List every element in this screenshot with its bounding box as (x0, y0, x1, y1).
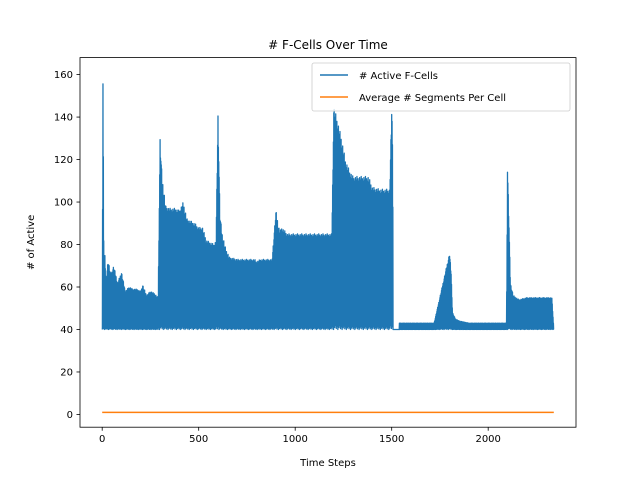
x-axis-label: Time Steps (299, 458, 356, 469)
x-tick-label: 0 (99, 434, 105, 445)
y-tick-label: 20 (60, 367, 73, 378)
x-tick-label: 2000 (475, 434, 500, 445)
chart-title: # F-Cells Over Time (268, 38, 388, 52)
y-axis-label: # of Active (26, 215, 37, 270)
x-tick-label: 1500 (379, 434, 404, 445)
y-tick-label: 60 (60, 283, 73, 294)
y-tick-label: 160 (54, 70, 73, 81)
x-axis-ticks: 0 500 1000 1500 2000 (99, 427, 501, 445)
y-tick-label: 100 (54, 198, 73, 209)
legend-label-active-f-cells: # Active F-Cells (359, 71, 438, 82)
series-line-active-f-cells (101, 83, 555, 331)
y-axis-ticks: 0 20 40 60 80 100 120 140 160 (54, 70, 80, 421)
y-tick-label: 80 (60, 240, 73, 251)
legend-box (311, 62, 571, 112)
y-tick-label: 140 (54, 113, 73, 124)
x-tick-label: 1000 (282, 434, 307, 445)
x-tick-label: 500 (189, 434, 208, 445)
y-tick-label: 120 (54, 155, 73, 166)
y-tick-label: 40 (60, 325, 73, 336)
legend-label-avg-segments: Average # Segments Per Cell (359, 93, 506, 104)
series-layer (101, 83, 555, 414)
y-tick-label: 0 (67, 410, 73, 421)
plot-frame (79, 57, 577, 428)
legend: # Active F-Cells Average # Segments Per … (311, 62, 571, 112)
